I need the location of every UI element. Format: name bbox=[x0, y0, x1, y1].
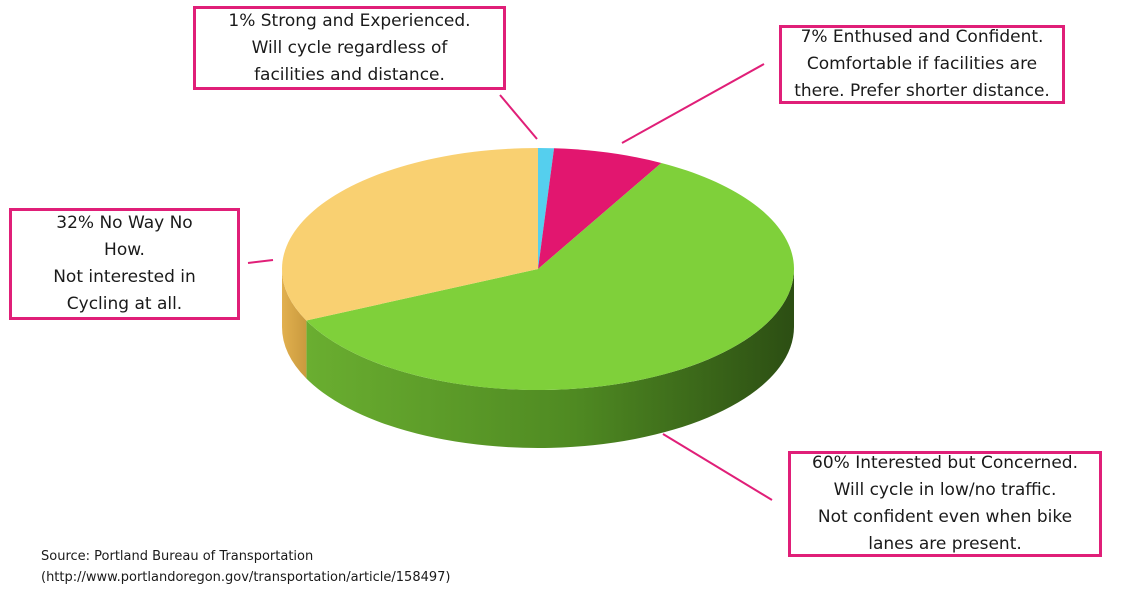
source-note: Source: Portland Bureau of Transportatio… bbox=[41, 546, 451, 588]
callout-strong-and-experienced: 1% Strong and Experienced. Will cycle re… bbox=[193, 6, 506, 90]
callout-line: Not confident even when bike bbox=[817, 507, 1073, 527]
pie-slice-interested-but-concerned bbox=[306, 162, 795, 390]
callout-line: lanes are present. bbox=[868, 534, 1022, 554]
callout-line: Comfortable if facilities are bbox=[806, 54, 1038, 74]
pie-slice-enthused-and-confident bbox=[538, 148, 662, 269]
callout-line: Will cycle regardless of bbox=[251, 37, 448, 58]
pie-side-interested-but-concerned bbox=[306, 269, 794, 448]
callout-no-way-no-how: 32% No Way No How. Not interested in Cyc… bbox=[9, 208, 240, 320]
callout-line: Not interested in bbox=[53, 267, 196, 287]
leader-line-enthused-and-confident bbox=[621, 63, 765, 144]
source-line: Source: Portland Bureau of Transportatio… bbox=[41, 549, 314, 564]
callout-line: 32% No Way No bbox=[56, 213, 193, 233]
leader-line-no-way-no-how bbox=[247, 259, 274, 264]
callout-line: 1% Strong and Experienced. bbox=[228, 10, 471, 31]
callout-line: 7% Enthused and Confident. bbox=[800, 27, 1044, 47]
source-url: (http://www.portlandoregon.gov/transport… bbox=[41, 570, 451, 585]
callout-interested-but-concerned: 60% Interested but Concerned. Will cycle… bbox=[788, 451, 1102, 557]
callout-line: How. bbox=[104, 240, 145, 260]
leader-line-strong-and-experienced bbox=[499, 94, 538, 140]
leader-line-interested-but-concerned bbox=[662, 433, 773, 501]
pie-side-no-way-no-how bbox=[282, 269, 307, 379]
pie-slice-strong-and-experienced bbox=[538, 148, 555, 269]
pie-slice-no-way-no-how bbox=[282, 148, 538, 321]
callout-line: Will cycle in low/no traffic. bbox=[833, 480, 1057, 500]
callout-line: 60% Interested but Concerned. bbox=[812, 453, 1078, 473]
callout-line: Cycling at all. bbox=[66, 294, 183, 314]
callout-line: facilities and distance. bbox=[254, 64, 445, 85]
callout-line: there. Prefer shorter distance. bbox=[794, 81, 1050, 101]
callout-enthused-and-confident: 7% Enthused and Confident. Comfortable i… bbox=[779, 25, 1065, 104]
